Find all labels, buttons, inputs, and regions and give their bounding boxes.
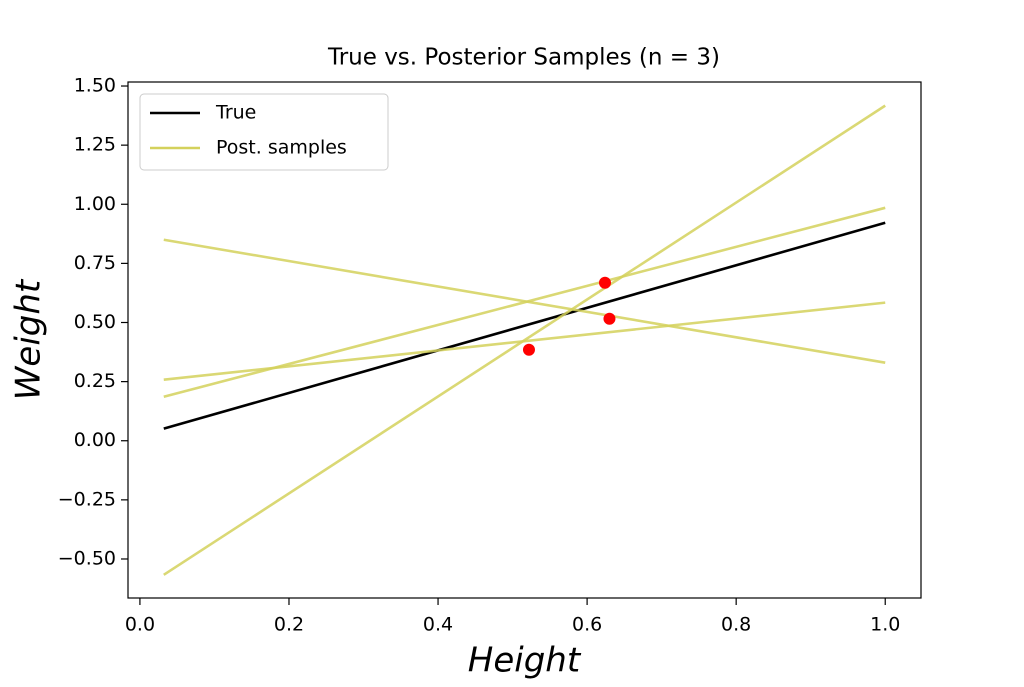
data-point (598, 276, 611, 289)
y-tick-label: 0.75 (74, 252, 116, 274)
chart-title: True vs. Posterior Samples (n = 3) (327, 45, 720, 71)
y-tick-label: 0.25 (74, 370, 116, 392)
x-tick-label: 0.4 (423, 614, 453, 636)
legend-box (139, 93, 389, 171)
series-line (163, 221, 886, 430)
series-line (163, 104, 886, 576)
legend-label: True (215, 102, 256, 124)
x-tick-label: 1.0 (870, 614, 900, 636)
plot-frame (127, 81, 922, 599)
legend-label: Post. samples (216, 137, 347, 159)
y-axis-label: Weight (9, 278, 49, 400)
x-tick-label: 0.2 (274, 614, 304, 636)
y-tick-label: −0.50 (58, 547, 116, 569)
series-line (163, 206, 886, 399)
x-tick-label: 0.0 (125, 614, 155, 636)
y-tick-label: 1.50 (74, 75, 116, 97)
data-point (522, 343, 535, 356)
y-tick-label: 1.25 (74, 134, 116, 156)
x-tick-label: 0.8 (721, 614, 751, 636)
y-tick-label: 1.00 (74, 193, 116, 215)
data-point (603, 312, 616, 325)
y-tick-label: 0.00 (74, 429, 116, 451)
x-tick-label: 0.6 (572, 614, 602, 636)
y-tick-label: 0.50 (74, 311, 116, 333)
x-axis-label: Height (468, 641, 582, 681)
y-tick-label: −0.25 (58, 488, 116, 510)
